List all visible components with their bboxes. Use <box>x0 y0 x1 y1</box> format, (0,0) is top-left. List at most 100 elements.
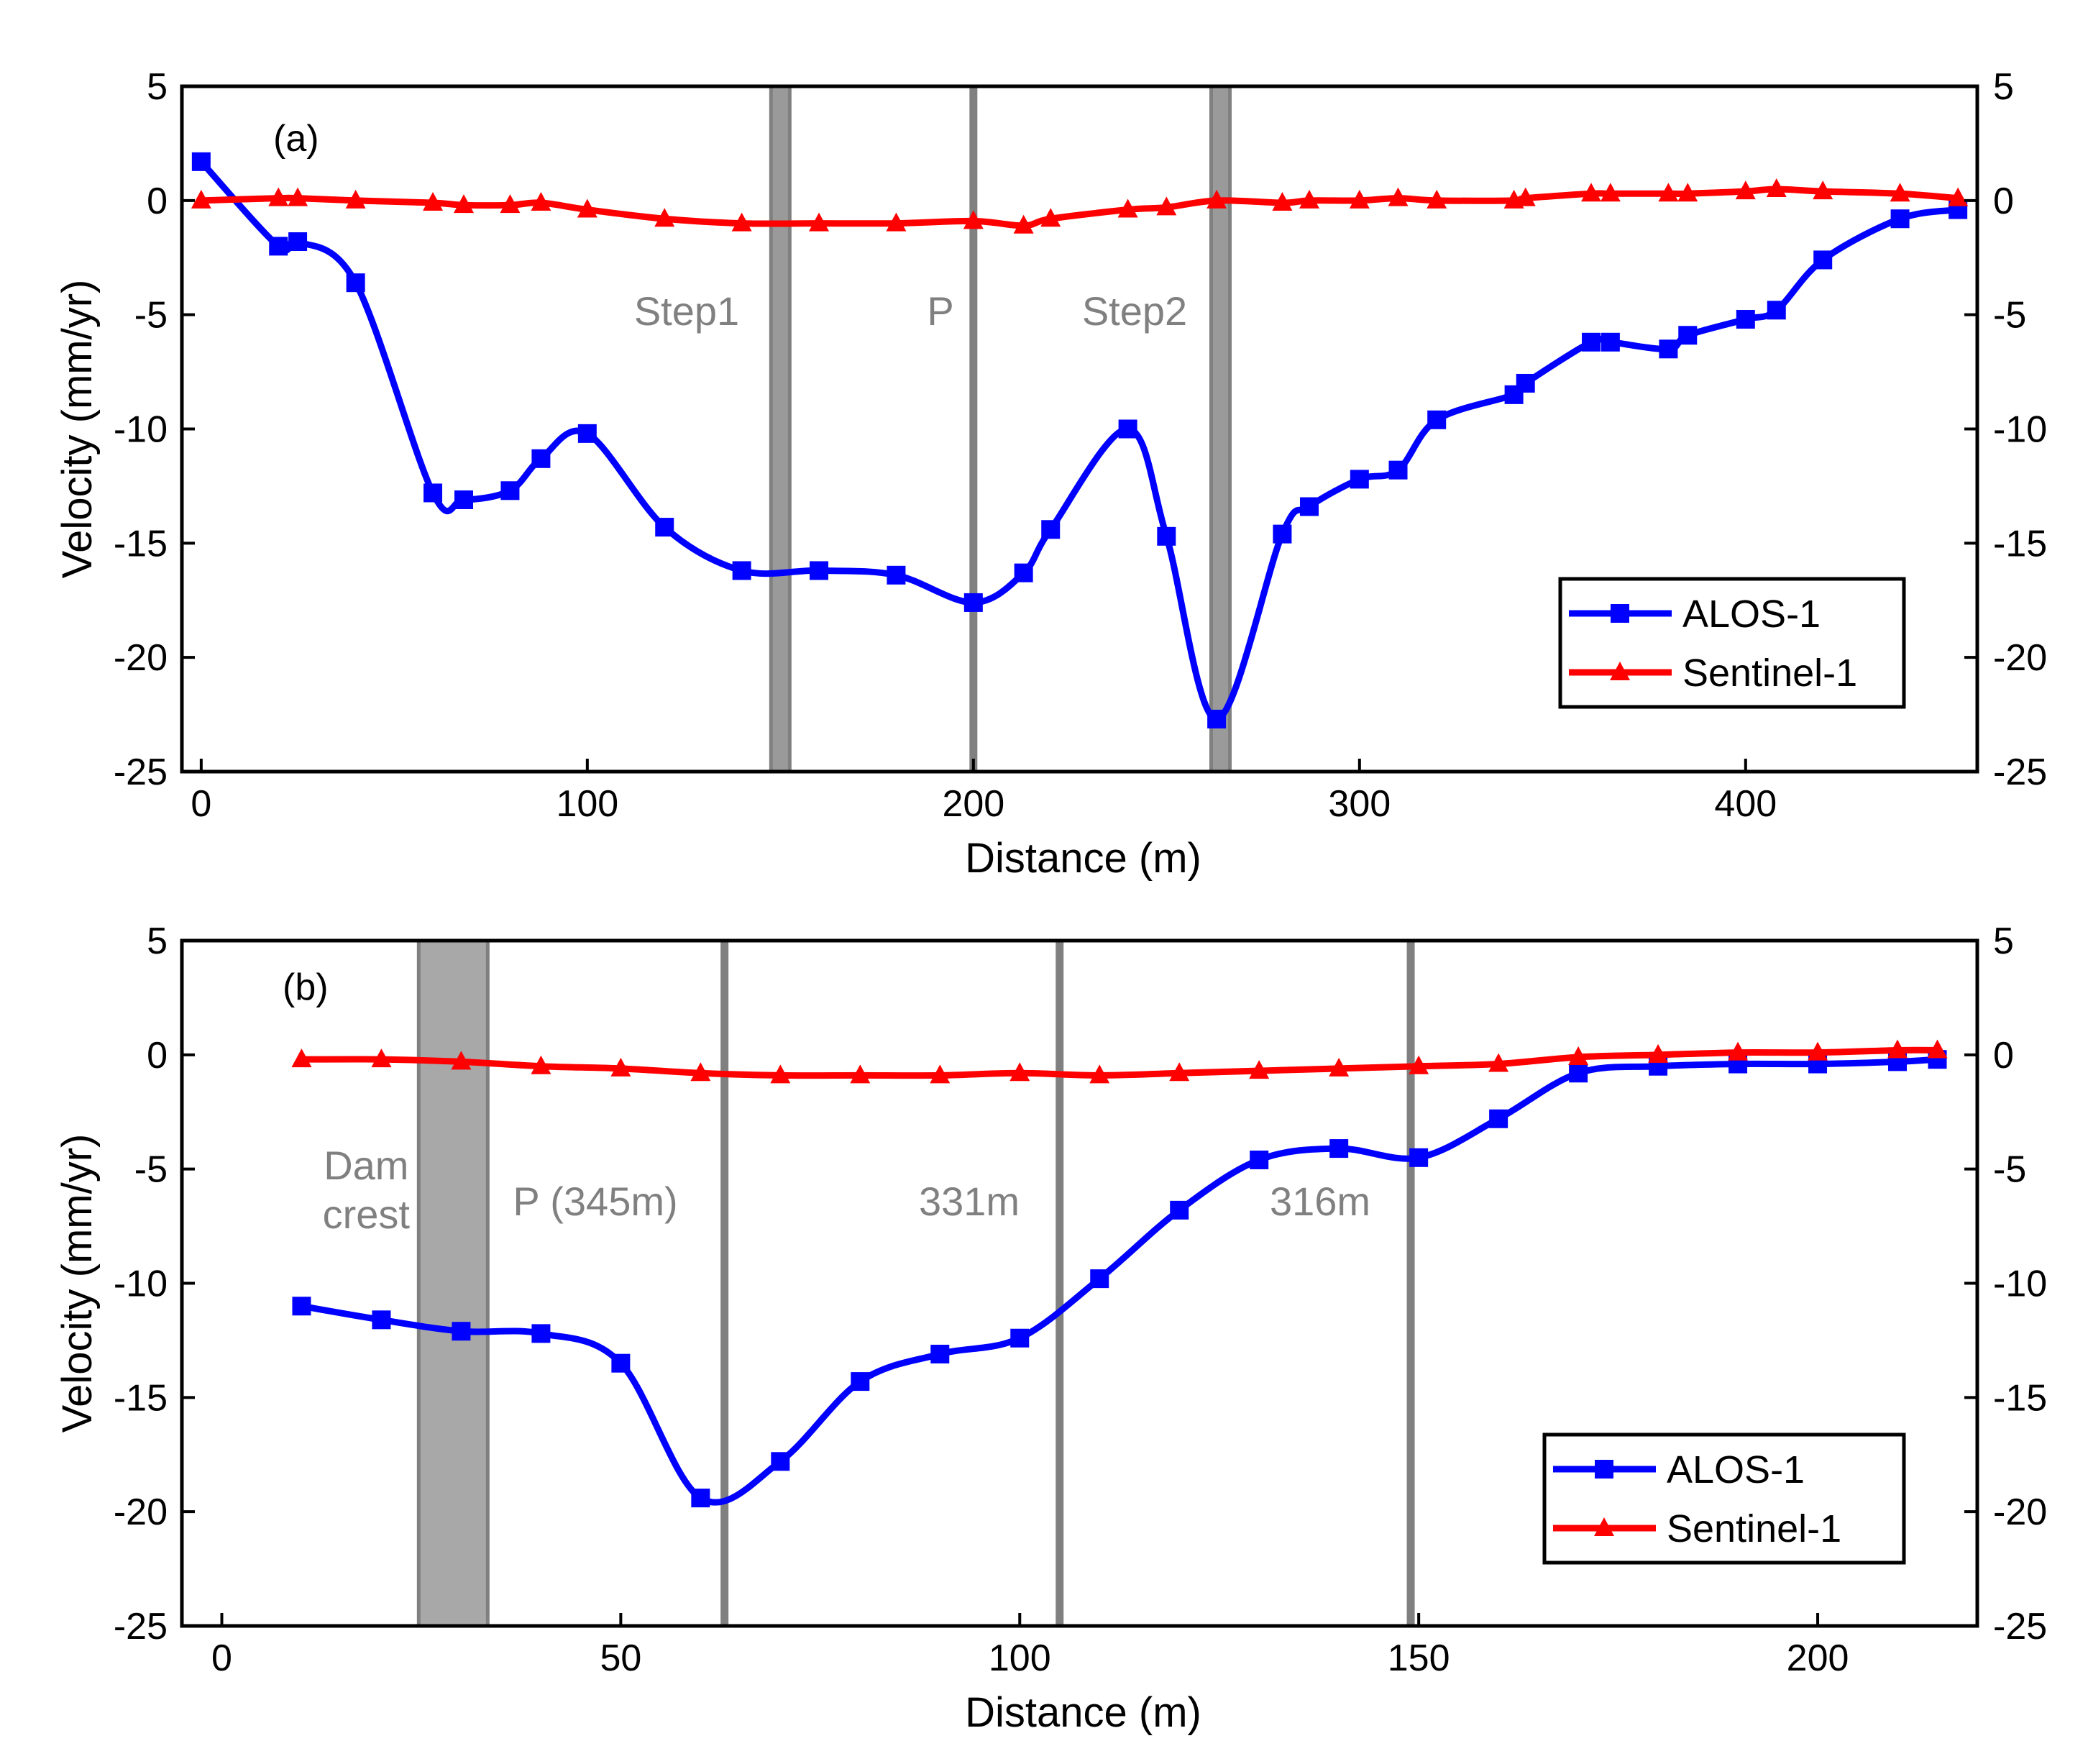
y-tick-label-left: -10 <box>114 409 168 451</box>
data-point-marker <box>1156 196 1177 216</box>
data-point-marker <box>1515 187 1536 206</box>
data-point-marker <box>288 232 308 252</box>
data-point-marker <box>810 561 829 580</box>
data-point-marker <box>1658 183 1679 202</box>
data-point-marker <box>291 1048 312 1068</box>
data-point-marker <box>1388 460 1408 480</box>
data-point-marker <box>1089 1064 1110 1084</box>
data-point-marker <box>1600 183 1621 202</box>
data-point-marker <box>690 1062 711 1082</box>
data-point-marker <box>268 187 289 206</box>
data-point-marker <box>191 152 211 171</box>
marker-label: Dam crest <box>323 1143 411 1237</box>
data-point-marker <box>1250 1150 1269 1169</box>
data-point-marker <box>1890 209 1910 229</box>
marker-label: Step2 <box>1082 288 1187 334</box>
legend-swatch-marker <box>1611 604 1629 623</box>
x-tick-label: 100 <box>989 1637 1051 1679</box>
data-point-marker <box>1887 1039 1908 1059</box>
y-tick-label-right: -20 <box>1993 1491 2047 1533</box>
y-tick-label-right: -25 <box>1993 751 2047 793</box>
data-point-marker <box>655 518 674 537</box>
y-tick-label-right: -10 <box>1993 1263 2047 1305</box>
y-tick-label-right: -20 <box>1993 637 2047 679</box>
data-point-marker <box>1118 419 1137 439</box>
legend-entry-label: ALOS-1 <box>1667 1448 1805 1491</box>
series-line-sentinel-1 <box>301 1046 1938 1079</box>
panel-a: Step1 P Step2 0 100 200 300 400 5 5 0 0 -5 -5 -10 -10 -… <box>54 66 2047 882</box>
data-point-marker <box>191 189 211 209</box>
marker-label: P (345m) <box>513 1179 677 1224</box>
data-point-marker <box>531 1324 551 1343</box>
y-tick-label-left: -15 <box>114 1377 168 1419</box>
x-tick-label: 200 <box>1787 1637 1849 1679</box>
data-point-marker <box>451 1051 472 1070</box>
data-point-marker <box>1013 214 1034 234</box>
data-point-marker <box>1516 373 1535 393</box>
y-tick-label-left: 0 <box>147 180 168 222</box>
marker-label: Step1 <box>634 288 739 334</box>
marker-label-line: crest <box>323 1192 411 1237</box>
x-tick-label: 150 <box>1388 1637 1450 1679</box>
y-tick-label-right: 0 <box>1993 180 2014 222</box>
data-point-marker <box>771 1452 790 1471</box>
panel-a-label: (a) <box>273 118 319 160</box>
panel-a-series <box>191 152 1969 728</box>
data-point-marker <box>1040 208 1061 227</box>
data-point-marker <box>886 212 907 232</box>
data-point-marker <box>1582 332 1601 352</box>
data-point-marker <box>1927 1039 1948 1059</box>
x-tick-label: 400 <box>1714 783 1777 825</box>
legend-entry-label: ALOS-1 <box>1682 593 1821 636</box>
data-point-marker <box>1735 180 1756 200</box>
data-point-marker <box>1041 520 1061 539</box>
data-point-marker <box>1299 189 1320 209</box>
x-tick-label: 0 <box>191 783 211 825</box>
panel-a-y-axis-title: Velocity (mm/yr) <box>54 280 101 579</box>
data-point-marker <box>1272 192 1293 211</box>
data-point-marker <box>1568 1046 1589 1066</box>
y-tick-label-left: 0 <box>147 1035 168 1077</box>
data-point-marker <box>577 198 597 218</box>
data-point-marker <box>1569 1064 1588 1083</box>
panel-a-x-axis-title: Distance (m) <box>965 835 1201 882</box>
data-point-marker <box>809 212 830 232</box>
panel-b-x-axis-title: Distance (m) <box>965 1689 1201 1736</box>
data-point-marker <box>423 483 443 503</box>
data-point-marker <box>1601 332 1620 352</box>
y-tick-label-right: -5 <box>1993 295 2026 337</box>
data-point-marker <box>1409 1055 1429 1074</box>
data-point-marker <box>1767 301 1786 320</box>
data-point-marker <box>611 1353 631 1373</box>
data-point-marker <box>288 187 308 206</box>
data-point-marker <box>500 481 520 501</box>
data-point-marker <box>1489 1109 1508 1128</box>
panel-a-legend: ALOS-1 Sentinel-1 <box>1558 577 1906 709</box>
y-tick-label-left: 5 <box>147 66 168 108</box>
data-point-marker <box>577 424 597 443</box>
data-point-marker <box>1350 470 1369 489</box>
data-point-marker <box>1090 1269 1109 1289</box>
data-point-marker <box>345 189 366 209</box>
legend-swatch-marker <box>1610 662 1630 680</box>
y-tick-label-left: -20 <box>114 1491 168 1533</box>
data-point-marker <box>531 1055 551 1074</box>
vertical-band-marker <box>1209 84 1232 774</box>
marker-label: P <box>927 288 953 334</box>
data-point-marker <box>531 449 551 468</box>
data-point-marker <box>1813 180 1833 200</box>
data-point-marker <box>1890 183 1910 202</box>
data-point-marker <box>1249 1060 1270 1079</box>
y-tick-label-right: -5 <box>1993 1149 2026 1191</box>
data-point-marker <box>1169 1062 1190 1082</box>
panel-a-ticks: 0 100 200 300 400 5 5 0 0 -5 -5 -10 -10 -15 -15 -20 -20 -… <box>114 66 2047 825</box>
marker-label: 316m <box>1270 1179 1370 1224</box>
y-tick-label-right: -25 <box>1993 1606 2047 1648</box>
marker-label-line: Dam <box>324 1143 408 1188</box>
data-point-marker <box>850 1064 871 1084</box>
y-tick-label-left: -25 <box>114 751 168 793</box>
data-point-marker <box>1157 526 1176 546</box>
data-point-marker <box>1207 709 1227 728</box>
